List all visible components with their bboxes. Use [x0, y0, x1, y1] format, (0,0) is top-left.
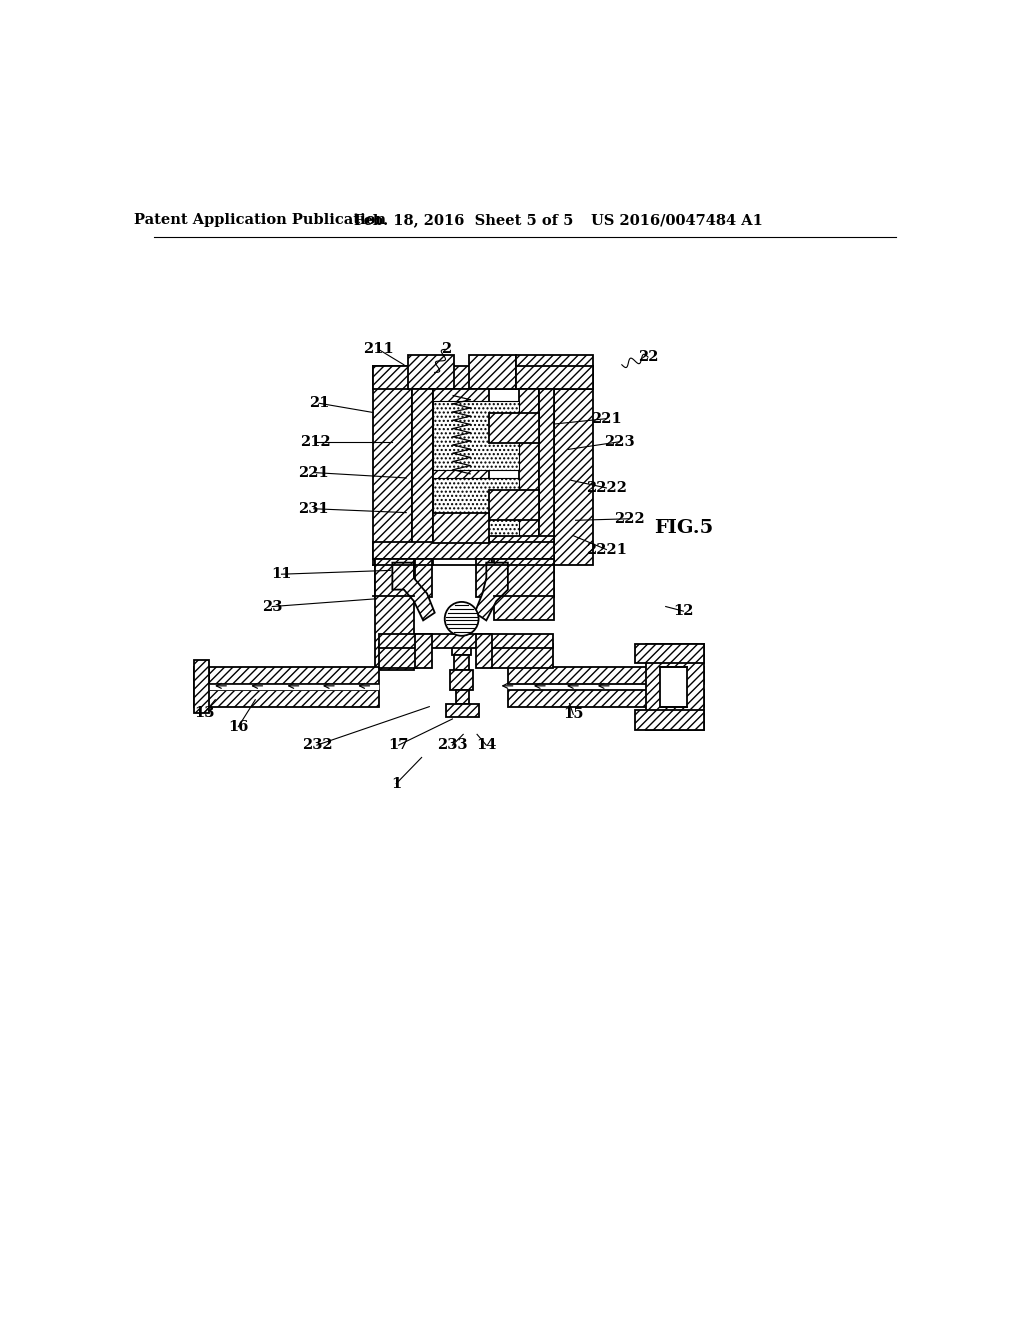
- Bar: [488, 490, 539, 520]
- Text: 16: 16: [228, 719, 249, 734]
- Text: 2222: 2222: [586, 480, 627, 495]
- Bar: [376, 558, 414, 671]
- Bar: [433, 512, 488, 544]
- Bar: [660, 667, 687, 706]
- Bar: [488, 536, 554, 553]
- Bar: [408, 355, 454, 389]
- Text: 221: 221: [298, 466, 329, 479]
- Bar: [494, 558, 554, 620]
- Text: 232: 232: [302, 738, 332, 752]
- Bar: [433, 401, 519, 470]
- Bar: [646, 644, 705, 730]
- Bar: [433, 478, 519, 548]
- Text: 223: 223: [604, 434, 635, 449]
- Bar: [475, 558, 493, 597]
- Text: 211: 211: [364, 342, 394, 356]
- Text: 17: 17: [388, 738, 409, 752]
- Text: 15: 15: [563, 708, 584, 721]
- Bar: [469, 355, 515, 389]
- Bar: [515, 355, 593, 389]
- Text: 2: 2: [441, 342, 452, 356]
- Bar: [379, 644, 417, 668]
- Bar: [456, 689, 469, 704]
- Bar: [554, 367, 593, 565]
- Text: 13: 13: [195, 706, 215, 719]
- Bar: [493, 558, 554, 597]
- Text: US 2016/0047484 A1: US 2016/0047484 A1: [591, 213, 763, 227]
- Bar: [416, 558, 432, 597]
- Bar: [416, 635, 432, 668]
- Text: 1: 1: [391, 776, 401, 791]
- Bar: [635, 710, 705, 730]
- Text: 212: 212: [300, 434, 331, 449]
- Bar: [539, 389, 554, 558]
- Text: 23: 23: [262, 599, 283, 614]
- Text: 2221: 2221: [586, 543, 627, 557]
- Text: 233: 233: [437, 738, 468, 752]
- Bar: [490, 644, 553, 668]
- Polygon shape: [392, 562, 435, 620]
- Bar: [194, 660, 209, 713]
- Bar: [209, 684, 379, 689]
- Bar: [508, 689, 705, 706]
- Circle shape: [444, 602, 478, 636]
- Polygon shape: [475, 562, 508, 620]
- Bar: [488, 412, 539, 444]
- Text: FIG.5: FIG.5: [653, 519, 713, 537]
- Text: Patent Application Publication: Patent Application Publication: [134, 213, 386, 227]
- Bar: [515, 367, 593, 389]
- Text: 221: 221: [591, 412, 622, 425]
- Bar: [412, 389, 433, 565]
- Text: 231: 231: [299, 502, 329, 516]
- Bar: [451, 671, 473, 689]
- Bar: [373, 543, 554, 558]
- Bar: [194, 667, 209, 706]
- Text: Feb. 18, 2016  Sheet 5 of 5: Feb. 18, 2016 Sheet 5 of 5: [353, 213, 572, 227]
- Text: 222: 222: [614, 512, 645, 525]
- Text: 12: 12: [673, 605, 693, 618]
- Bar: [194, 667, 379, 684]
- Bar: [194, 689, 379, 706]
- Text: 11: 11: [271, 568, 292, 581]
- Bar: [373, 367, 412, 565]
- Bar: [433, 389, 488, 544]
- Bar: [446, 704, 478, 718]
- Text: 22: 22: [638, 350, 658, 364]
- Bar: [519, 389, 539, 558]
- Bar: [508, 667, 705, 684]
- Bar: [373, 367, 523, 389]
- Text: 14: 14: [476, 738, 497, 752]
- Bar: [454, 655, 469, 671]
- Bar: [475, 635, 493, 668]
- Bar: [376, 558, 414, 597]
- Bar: [453, 636, 471, 655]
- Text: 21: 21: [309, 396, 330, 411]
- Bar: [379, 635, 553, 648]
- Bar: [635, 644, 705, 663]
